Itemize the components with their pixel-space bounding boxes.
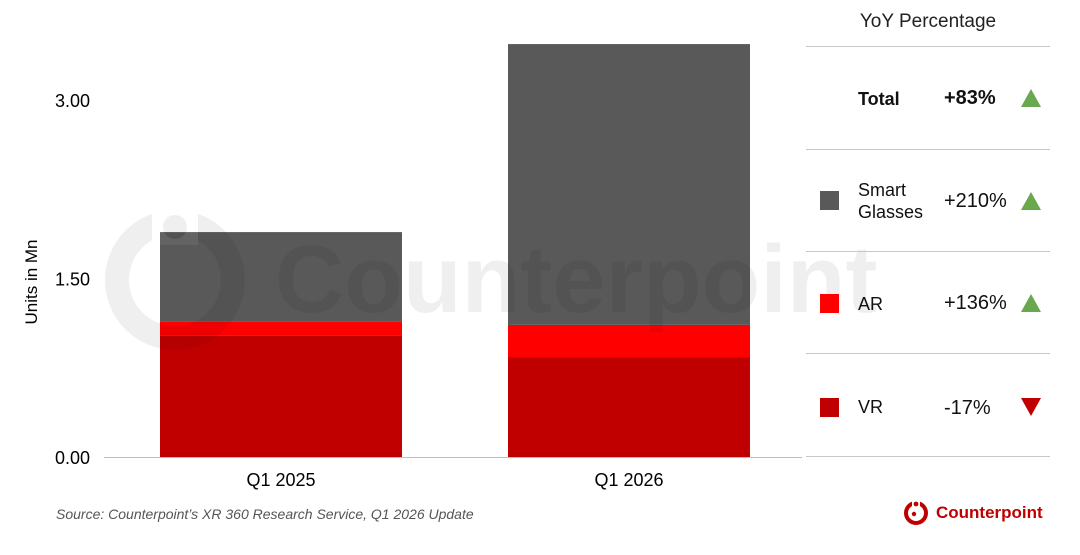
y-tick-label: 3.00 xyxy=(55,91,90,111)
yoy-row-smart-glasses: Smart Glasses +210% xyxy=(806,150,1050,250)
yoy-row-total: Total +83% xyxy=(806,47,1050,147)
yoy-row-value: +136% xyxy=(944,292,1007,314)
bar-segment-smart-glasses-q1-2025 xyxy=(160,232,402,322)
x-tick-labels: Q1 2025 Q1 2026 xyxy=(246,470,663,490)
yoy-row-value: -17% xyxy=(944,397,991,419)
label-line: Glasses xyxy=(858,202,924,222)
bar-segment-ar-q1-2026 xyxy=(508,324,750,358)
y-tick-label: 1.50 xyxy=(55,270,90,290)
x-tick-label: Q1 2025 xyxy=(246,470,315,490)
y-tick-label: 0.00 xyxy=(55,448,90,468)
yoy-row-label: VR xyxy=(858,397,884,417)
brand-name: Counterpoint xyxy=(936,503,1043,522)
divider xyxy=(806,251,1050,252)
counterpoint-logo-icon xyxy=(904,500,928,525)
yoy-row-label: Total xyxy=(858,89,900,109)
triangle-up-icon xyxy=(1021,192,1041,210)
legend-swatch-smart-glasses xyxy=(820,191,839,210)
yoy-row-value: +83% xyxy=(944,87,996,109)
bar-segment-vr-q1-2025 xyxy=(160,335,402,457)
yoy-row-vr: VR -17% xyxy=(806,354,1050,454)
legend-swatch-vr xyxy=(820,398,839,417)
y-tick-labels: 0.00 1.50 3.00 xyxy=(55,91,90,468)
x-tick-label: Q1 2026 xyxy=(594,470,663,490)
bar-segment-vr-q1-2026 xyxy=(508,357,750,457)
yoy-row-label: AR xyxy=(858,294,884,314)
triangle-down-icon xyxy=(1021,398,1041,416)
divider xyxy=(806,149,1050,150)
yoy-panel-title: YoY Percentage xyxy=(859,11,997,32)
triangle-up-icon xyxy=(1021,294,1041,312)
divider xyxy=(806,456,1050,457)
divider xyxy=(806,353,1050,354)
bar-segment-smart-glasses-q1-2026 xyxy=(508,44,750,325)
bars-group xyxy=(160,44,750,457)
source-note: Source: Counterpoint’s XR 360 Research S… xyxy=(56,506,474,522)
stacked-bar-chart: 0.00 1.50 3.00 Q1 2025 Q1 2026 Units in Mn xyxy=(22,44,802,490)
bar-segment-ar-q1-2025 xyxy=(160,321,402,336)
yoy-row-value: +210% xyxy=(944,190,1007,212)
y-axis-label: Units in Mn xyxy=(22,239,41,324)
triangle-up-icon xyxy=(1021,89,1041,107)
divider xyxy=(806,46,1050,47)
yoy-row-label: Smart Glasses xyxy=(858,179,923,223)
label-line: Smart xyxy=(858,180,907,200)
brand-logo: Counterpoint xyxy=(903,500,1043,526)
yoy-row-ar: AR +136% xyxy=(806,252,1050,352)
yoy-panel: YoY Percentage Total +83% Smart Glasses +… xyxy=(806,0,1050,460)
legend-swatch-ar xyxy=(820,294,839,313)
